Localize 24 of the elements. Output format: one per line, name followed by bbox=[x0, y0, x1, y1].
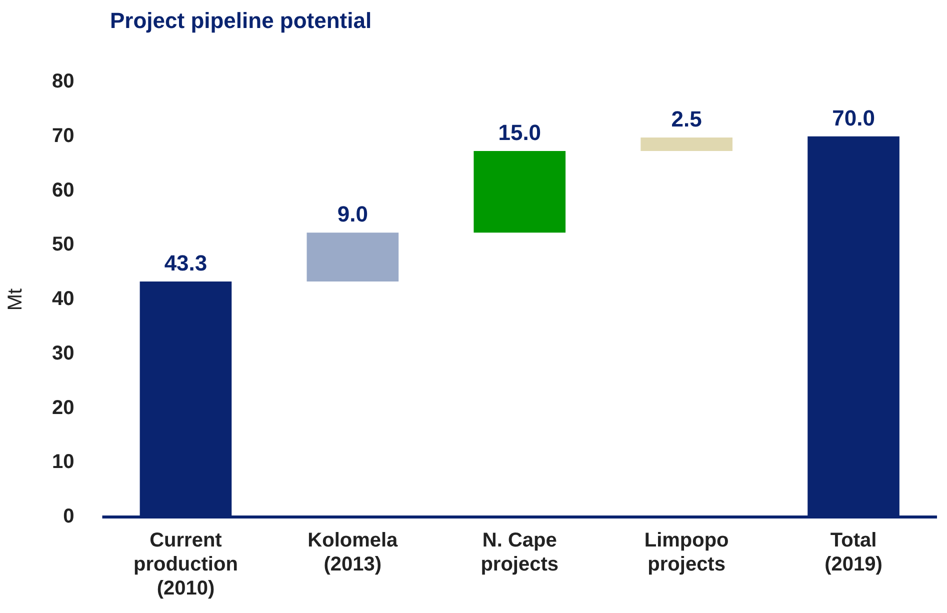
y-tick-label: 60 bbox=[52, 179, 74, 202]
y-tick-label: 50 bbox=[52, 234, 74, 256]
data-label: 9.0 bbox=[337, 202, 368, 227]
data-label: 70.0 bbox=[832, 105, 875, 130]
x-tick-label: N. Cape projects bbox=[480, 530, 559, 576]
x-tick-label: Kolomela (2013) bbox=[308, 530, 399, 576]
x-tick-label: Current production (2010) bbox=[134, 530, 238, 600]
y-tick-label: 10 bbox=[52, 451, 74, 474]
data-label: 43.3 bbox=[164, 250, 208, 276]
x-tick-label: Limpopo projects bbox=[644, 530, 729, 576]
x-tick-label: Total (2019) bbox=[824, 530, 882, 576]
y-tick-label: 30 bbox=[52, 342, 74, 364]
y-tick-label: 0 bbox=[63, 506, 74, 528]
y-tick-label: 70 bbox=[52, 124, 74, 147]
bar bbox=[474, 151, 566, 233]
y-tick-label: 20 bbox=[52, 396, 74, 419]
y-axis-title: Mt bbox=[4, 288, 27, 311]
bar bbox=[640, 137, 732, 152]
chart-title: Project pipeline potential bbox=[110, 8, 372, 34]
data-label: 15.0 bbox=[498, 120, 542, 146]
bar bbox=[306, 232, 399, 282]
data-label: 2.5 bbox=[671, 106, 702, 132]
y-tick-label: 80 bbox=[52, 70, 74, 93]
y-tick-label: 40 bbox=[52, 288, 74, 310]
